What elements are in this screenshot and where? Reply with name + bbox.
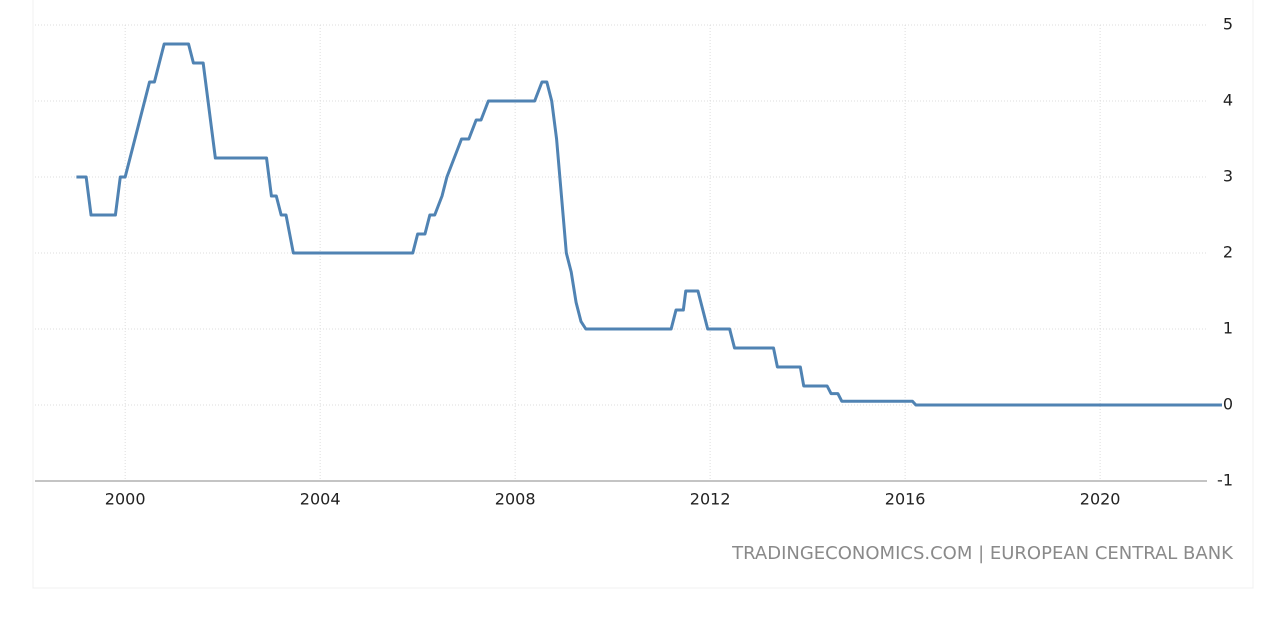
card bbox=[32, 0, 1254, 589]
x-tick-label: 2008 bbox=[495, 490, 536, 509]
x-tick-label: 2016 bbox=[885, 490, 926, 509]
y-tick-label: 1 bbox=[1223, 319, 1233, 338]
y-tick-label: 0 bbox=[1223, 395, 1233, 414]
y-tick-label: -1 bbox=[1217, 471, 1233, 490]
x-tick-label: 2004 bbox=[300, 490, 341, 509]
x-tick-label: 2020 bbox=[1080, 490, 1121, 509]
y-tick-label: 4 bbox=[1223, 91, 1233, 110]
y-tick-label: 3 bbox=[1223, 167, 1233, 186]
series-line bbox=[76, 42, 1222, 407]
x-tick-label: 2000 bbox=[105, 490, 146, 509]
y-tick-label: 5 bbox=[1223, 15, 1233, 34]
source: TRADINGECONOMICS.COM | EUROPEAN CENTRAL … bbox=[731, 543, 1234, 564]
y-tick-label: 2 bbox=[1223, 243, 1233, 262]
x-tick-label: 2012 bbox=[690, 490, 731, 509]
